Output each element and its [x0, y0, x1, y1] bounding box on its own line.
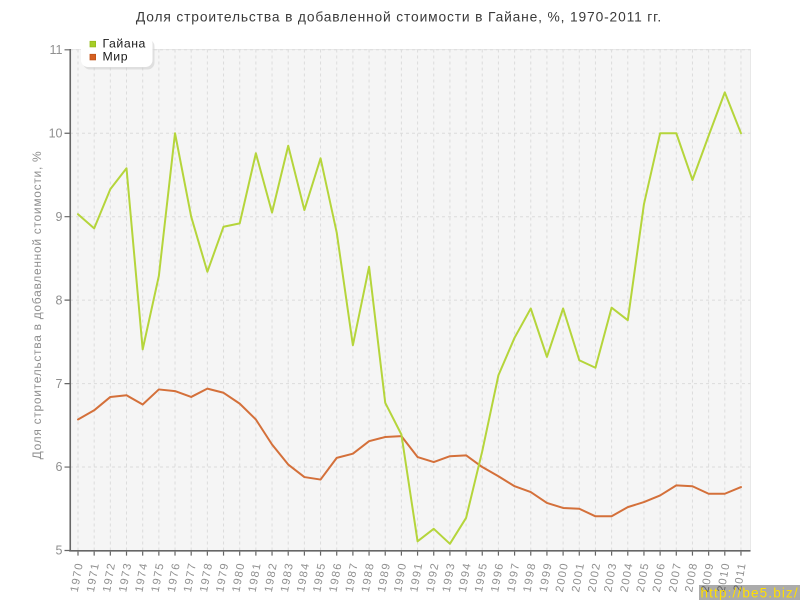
svg-text:1971: 1971 [85, 561, 102, 593]
svg-text:8: 8 [56, 293, 63, 307]
svg-text:2000: 2000 [554, 561, 571, 593]
svg-text:1988: 1988 [360, 561, 377, 593]
svg-text:Доля строительства в добавленн: Доля строительства в добавленной стоимос… [136, 10, 662, 25]
svg-text:2008: 2008 [683, 561, 700, 593]
svg-text:10: 10 [49, 126, 63, 140]
svg-text:1974: 1974 [133, 561, 150, 593]
svg-text:1981: 1981 [247, 561, 264, 593]
svg-text:1985: 1985 [311, 561, 328, 593]
svg-text:1970: 1970 [69, 561, 86, 593]
svg-text:1983: 1983 [279, 561, 296, 593]
svg-text:11: 11 [50, 43, 63, 57]
svg-text:http://be5.biz/: http://be5.biz/ [701, 586, 799, 601]
svg-text:1976: 1976 [166, 561, 183, 593]
svg-text:1996: 1996 [489, 561, 506, 593]
svg-text:1986: 1986 [328, 561, 345, 593]
svg-text:1998: 1998 [522, 561, 539, 593]
svg-text:Доля строительства в добавленн: Доля строительства в добавленной стоимос… [30, 151, 44, 460]
svg-text:1977: 1977 [182, 561, 199, 593]
svg-text:9: 9 [56, 210, 63, 224]
svg-text:1989: 1989 [376, 561, 393, 593]
svg-text:2011: 2011 [732, 561, 749, 592]
svg-text:2010: 2010 [716, 561, 733, 593]
svg-text:2007: 2007 [667, 561, 684, 593]
svg-text:7: 7 [56, 377, 63, 391]
svg-text:1997: 1997 [505, 561, 522, 593]
svg-text:1992: 1992 [425, 561, 442, 593]
svg-text:1972: 1972 [101, 561, 118, 593]
svg-text:2002: 2002 [586, 561, 603, 593]
svg-text:1984: 1984 [295, 561, 312, 593]
svg-text:Гайана: Гайана [103, 36, 146, 50]
svg-text:2004: 2004 [619, 561, 636, 593]
svg-text:Мир: Мир [103, 49, 129, 63]
svg-text:2009: 2009 [699, 561, 716, 593]
svg-text:1991: 1991 [408, 561, 425, 593]
svg-text:1975: 1975 [150, 561, 167, 593]
svg-text:2005: 2005 [635, 561, 652, 593]
svg-text:1999: 1999 [538, 561, 555, 593]
svg-text:2003: 2003 [602, 561, 619, 593]
svg-text:1973: 1973 [117, 561, 134, 593]
svg-text:1990: 1990 [392, 561, 409, 593]
svg-text:1979: 1979 [214, 561, 231, 593]
svg-text:2006: 2006 [651, 561, 668, 593]
svg-text:1987: 1987 [344, 561, 361, 593]
svg-text:1978: 1978 [198, 561, 215, 593]
svg-text:1982: 1982 [263, 561, 280, 593]
svg-text:2001: 2001 [570, 561, 587, 593]
svg-text:1995: 1995 [473, 561, 490, 593]
svg-text:1980: 1980 [231, 561, 248, 593]
svg-text:5: 5 [56, 544, 63, 558]
svg-text:6: 6 [56, 460, 63, 474]
svg-text:1994: 1994 [457, 561, 474, 593]
svg-text:1993: 1993 [441, 561, 458, 593]
